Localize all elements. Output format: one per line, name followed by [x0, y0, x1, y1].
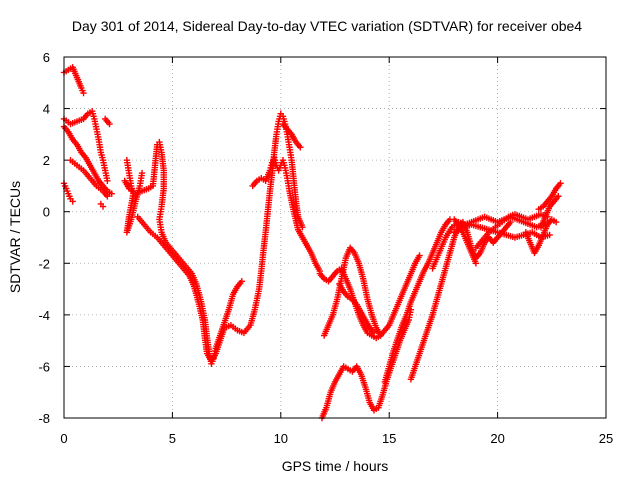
data-point [552, 218, 560, 226]
data-point [370, 329, 378, 337]
data-point [297, 144, 304, 151]
y-axis-label: SDTVAR / TECUs [7, 181, 23, 293]
data-point [104, 177, 111, 184]
series-track-1 [60, 64, 87, 97]
series-track-8 [123, 156, 146, 236]
data-point [416, 252, 423, 259]
data-point [99, 203, 107, 210]
data-point [138, 169, 146, 177]
series-track-5 [60, 180, 76, 205]
data-point [106, 120, 113, 128]
y-tick-label: 4 [43, 102, 50, 117]
grid [64, 57, 606, 418]
series-track-14 [320, 244, 384, 339]
y-tick-label: 0 [43, 205, 50, 220]
series-track-11 [249, 154, 324, 275]
y-tick-label: -2 [38, 256, 50, 271]
y-tick-label: -6 [38, 359, 50, 374]
series-track-23 [535, 180, 564, 213]
series-track-3 [60, 123, 115, 197]
x-tick-label: 25 [599, 431, 613, 446]
series-track-6 [97, 200, 107, 210]
x-tick-label: 5 [169, 431, 176, 446]
data-point [546, 231, 553, 239]
y-tick-label: 2 [43, 153, 50, 168]
series-track-22 [522, 216, 560, 257]
series-track-12 [279, 120, 304, 151]
data-point [108, 190, 115, 197]
series-track-4 [67, 156, 111, 200]
series-track-15 [336, 280, 378, 337]
x-tick-label: 20 [490, 431, 504, 446]
data-point [69, 198, 76, 205]
data-point [557, 180, 564, 187]
chart-title: Day 301 of 2014, Sidereal Day-to-day VTE… [72, 18, 582, 34]
data-point [555, 193, 562, 200]
y-tick-label: -4 [38, 308, 50, 323]
y-tick-label: -8 [38, 411, 50, 426]
data-point [80, 89, 87, 97]
series-track-10 [134, 110, 306, 365]
x-axis-label: GPS time / hours [282, 458, 389, 474]
data-point [238, 278, 245, 285]
ticks: 0 5 10 15 20 25 -8 -6 -4 -2 0 2 4 6 [38, 50, 613, 446]
y-tick-label: 6 [43, 50, 50, 65]
series-track-7 [101, 115, 113, 128]
data-point [104, 193, 111, 200]
x-tick-label: 15 [382, 431, 396, 446]
data-markers [60, 64, 564, 422]
series-track-2 [60, 107, 111, 184]
x-tick-label: 0 [60, 431, 67, 446]
data-point [377, 332, 384, 339]
series-track-24 [537, 193, 562, 231]
plot-border [63, 56, 607, 419]
x-tick-label: 10 [274, 431, 288, 446]
